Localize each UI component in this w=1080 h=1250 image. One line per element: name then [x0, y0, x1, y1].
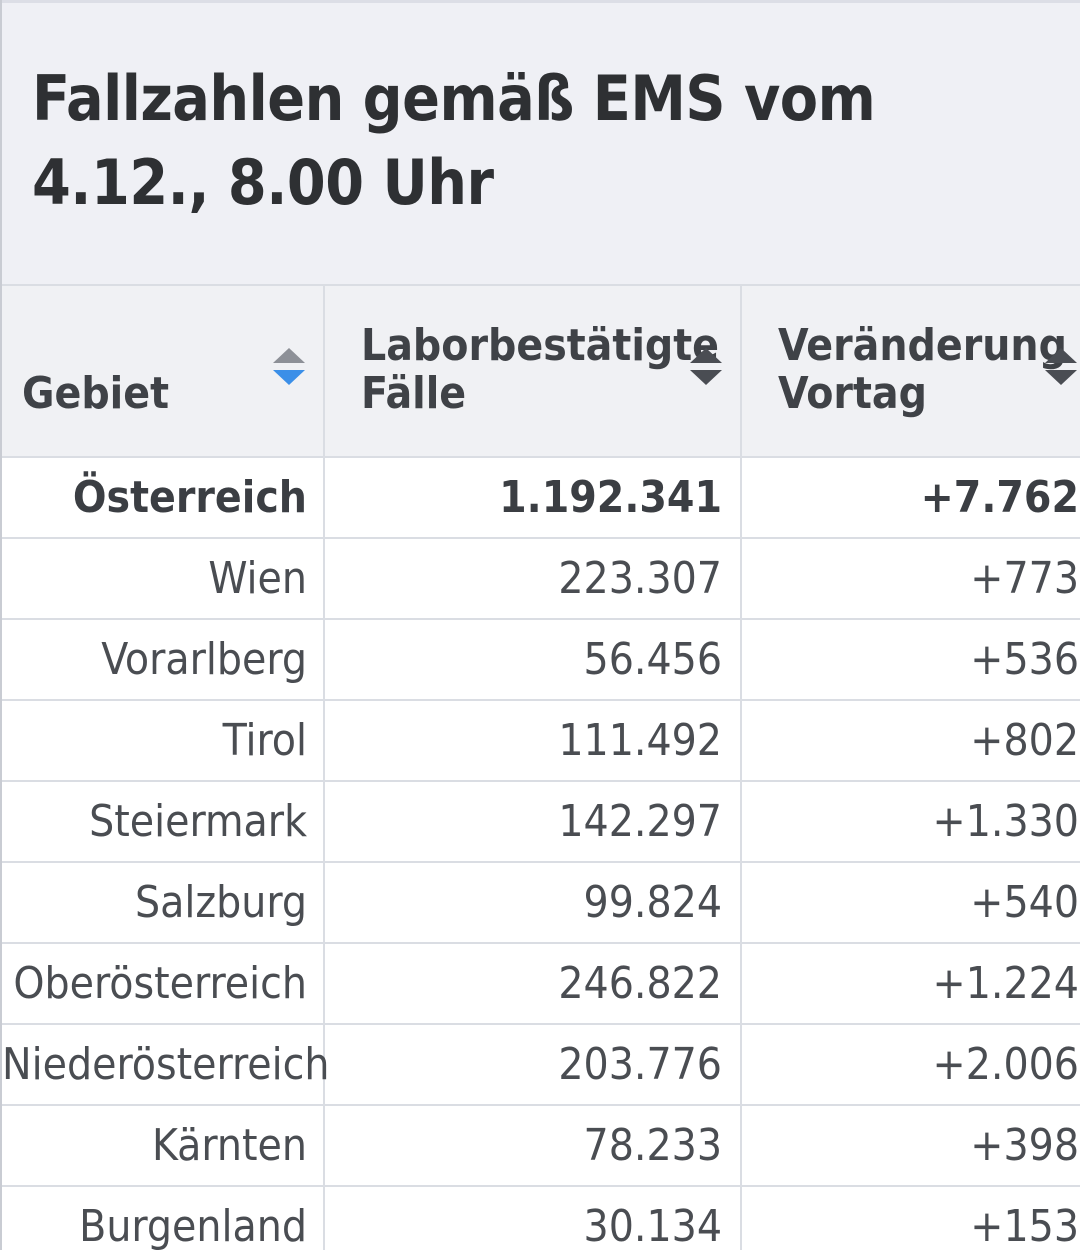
cell-veraenderung: +153	[740, 1185, 1080, 1250]
table-row: Niederösterreich 203.776 +2.006	[2, 1023, 1080, 1106]
table-row: Salzburg 99.824 +540	[2, 861, 1080, 944]
table-row: Vorarlberg 56.456 +536	[2, 618, 1080, 701]
sort-icon[interactable]	[273, 348, 305, 388]
cell-veraenderung: +1.330	[740, 780, 1080, 863]
table-header-area: Fallzahlen gemäß EMS vom 4.12., 8.00 Uhr	[2, 0, 1080, 284]
cell-veraenderung: +2.006	[740, 1023, 1080, 1106]
column-header-label: Veränderung Vortag	[778, 320, 1067, 419]
cell-gebiet: Österreich	[2, 456, 325, 539]
cell-veraenderung: +398	[740, 1104, 1080, 1187]
cell-gebiet: Tirol	[2, 699, 325, 782]
sort-icon[interactable]	[1045, 348, 1077, 388]
column-header-gebiet[interactable]: Gebiet	[2, 284, 325, 458]
column-header-label: Laborbestätigte Fälle	[361, 320, 719, 419]
cell-gebiet: Vorarlberg	[2, 618, 325, 701]
cell-faelle: 223.307	[323, 537, 742, 620]
cell-gebiet: Burgenland	[2, 1185, 325, 1250]
cell-faelle: 111.492	[323, 699, 742, 782]
table-row: Wien 223.307 +773	[2, 537, 1080, 620]
table-row: Burgenland 30.134 +153	[2, 1185, 1080, 1250]
cell-veraenderung: +540	[740, 861, 1080, 944]
table-row: Kärnten 78.233 +398	[2, 1104, 1080, 1187]
cell-faelle: 56.456	[323, 618, 742, 701]
table-row: Tirol 111.492 +802	[2, 699, 1080, 782]
table-header-row: Gebiet Laborbestätigte Fälle Veränderung…	[2, 284, 1080, 458]
cell-gebiet: Salzburg	[2, 861, 325, 944]
case-table: Gebiet Laborbestätigte Fälle Veränderung…	[2, 284, 1080, 1250]
cell-gebiet: Niederösterreich	[2, 1023, 330, 1106]
cell-gebiet: Oberösterreich	[2, 942, 325, 1025]
sort-icon[interactable]	[690, 348, 722, 388]
cell-veraenderung: +536	[740, 618, 1080, 701]
cell-veraenderung: +802	[740, 699, 1080, 782]
page-title: Fallzahlen gemäß EMS vom 4.12., 8.00 Uhr	[32, 62, 876, 219]
cell-veraenderung: +773	[740, 537, 1080, 620]
cell-faelle: 203.776	[323, 1023, 742, 1106]
cell-veraenderung: +7.762	[740, 456, 1080, 539]
column-header-label: Gebiet	[22, 368, 170, 419]
cell-veraenderung: +1.224	[740, 942, 1080, 1025]
column-header-veraenderung[interactable]: Veränderung Vortag	[740, 284, 1080, 458]
cell-faelle: 246.822	[323, 942, 742, 1025]
cell-faelle: 99.824	[323, 861, 742, 944]
cell-faelle: 78.233	[323, 1104, 742, 1187]
cell-faelle: 142.297	[323, 780, 742, 863]
cell-gebiet: Kärnten	[2, 1104, 325, 1187]
cell-faelle: 1.192.341	[323, 456, 742, 539]
table-row: Steiermark 142.297 +1.330	[2, 780, 1080, 863]
cell-gebiet: Steiermark	[2, 780, 325, 863]
table-row-total: Österreich 1.192.341 +7.762	[2, 456, 1080, 539]
table-row: Oberösterreich 246.822 +1.224	[2, 942, 1080, 1025]
cell-gebiet: Wien	[2, 537, 325, 620]
cell-faelle: 30.134	[323, 1185, 742, 1250]
column-header-faelle[interactable]: Laborbestätigte Fälle	[323, 284, 742, 458]
